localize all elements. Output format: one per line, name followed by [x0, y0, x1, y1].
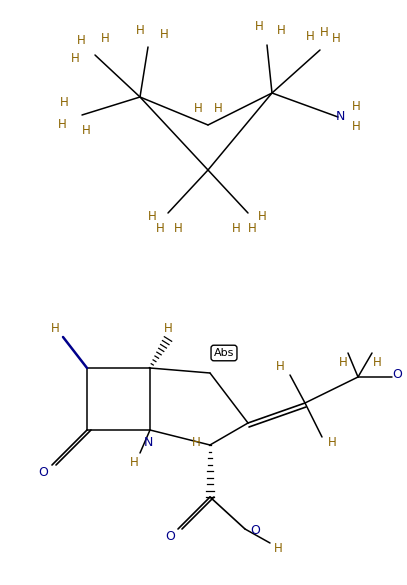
Text: H: H — [352, 101, 360, 113]
Text: H: H — [332, 32, 340, 44]
Text: H: H — [232, 222, 241, 236]
Text: H: H — [82, 125, 90, 137]
Text: H: H — [192, 436, 200, 449]
Text: O: O — [250, 525, 260, 538]
Text: N: N — [335, 109, 345, 122]
Text: H: H — [328, 436, 336, 449]
Text: H: H — [258, 211, 266, 223]
Text: O: O — [38, 466, 48, 480]
Text: H: H — [59, 97, 68, 109]
Text: H: H — [136, 25, 144, 37]
Text: N: N — [143, 435, 153, 449]
Text: Abs: Abs — [214, 348, 234, 358]
Text: O: O — [392, 369, 402, 381]
Text: O: O — [165, 531, 175, 543]
Text: H: H — [50, 322, 59, 335]
Text: H: H — [276, 360, 284, 373]
Text: H: H — [164, 322, 173, 336]
Text: H: H — [148, 211, 156, 223]
Text: H: H — [174, 222, 182, 236]
Text: H: H — [277, 25, 285, 37]
Text: H: H — [101, 33, 109, 46]
Text: H: H — [160, 29, 168, 42]
Text: H: H — [339, 356, 348, 369]
Text: H: H — [129, 456, 138, 469]
Text: H: H — [194, 102, 202, 115]
Text: H: H — [373, 356, 381, 369]
Text: H: H — [319, 26, 328, 39]
Text: H: H — [58, 119, 66, 132]
Text: H: H — [255, 20, 263, 33]
Text: H: H — [214, 102, 222, 115]
Text: H: H — [71, 53, 79, 66]
Text: H: H — [247, 222, 256, 236]
Text: H: H — [352, 121, 360, 133]
Text: H: H — [155, 222, 164, 236]
Text: H: H — [77, 35, 85, 47]
Text: H: H — [274, 542, 282, 556]
Text: H: H — [306, 29, 314, 43]
